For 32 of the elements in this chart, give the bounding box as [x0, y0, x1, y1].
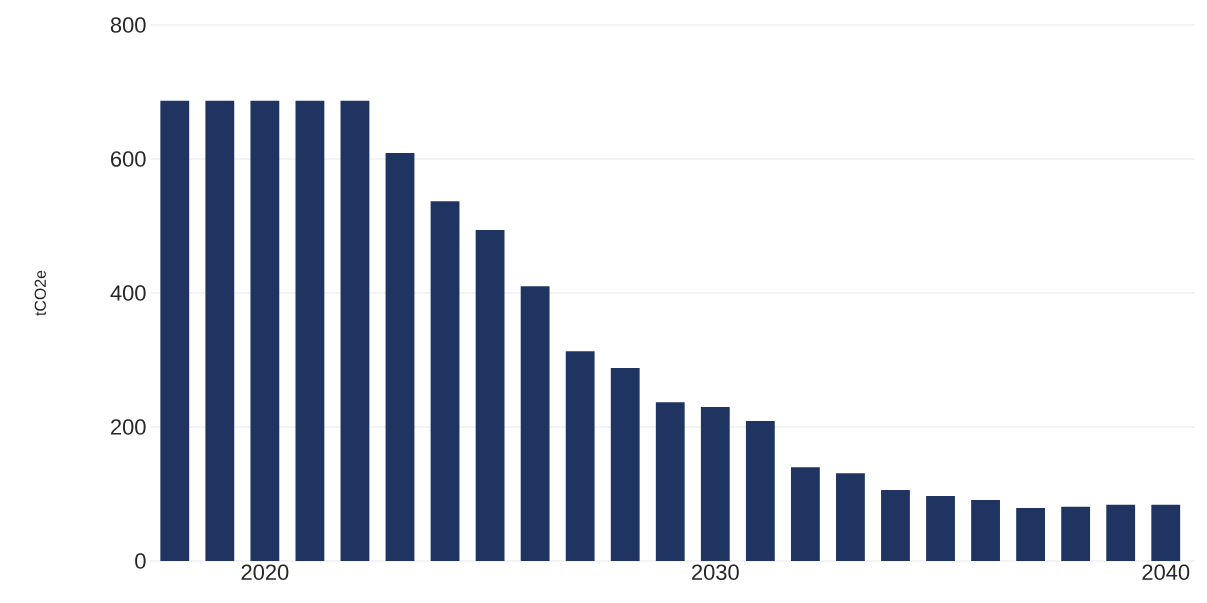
bar	[1106, 504, 1136, 561]
bar	[475, 230, 505, 561]
y-tick-label: 400	[110, 285, 146, 301]
y-axis-title: tCO2e	[34, 270, 46, 316]
bar	[565, 351, 595, 561]
bar	[340, 100, 370, 561]
x-tick-label: 2030	[692, 564, 739, 581]
y-tick-label: 0	[135, 553, 146, 569]
x-tick-label: 2040	[1142, 564, 1190, 581]
bar	[295, 100, 325, 561]
bar	[610, 368, 640, 561]
y-tick-label: 600	[111, 151, 146, 167]
bar	[971, 500, 1000, 561]
bar	[836, 473, 865, 561]
bar	[160, 100, 190, 561]
bar	[520, 286, 550, 561]
y-tick-label: 800	[110, 17, 146, 33]
bar	[790, 467, 820, 561]
bar	[1016, 508, 1046, 561]
bar	[655, 402, 685, 561]
bar	[250, 100, 280, 561]
bar	[385, 152, 415, 561]
bar	[700, 406, 730, 561]
bar	[1151, 504, 1181, 561]
bar	[926, 496, 955, 561]
y-tick-label: 200	[111, 419, 146, 435]
bar	[1061, 506, 1091, 561]
bar	[205, 100, 235, 561]
x-tick-label: 2020	[241, 564, 289, 581]
bar	[745, 420, 775, 561]
bar	[881, 489, 910, 561]
bar	[430, 201, 460, 561]
